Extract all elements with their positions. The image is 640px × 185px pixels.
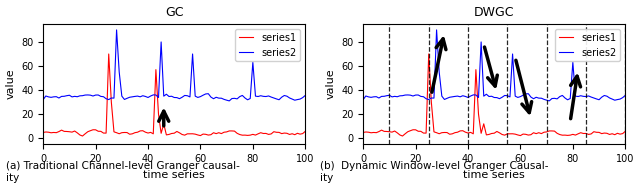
Legend: series1, series2: series1, series2 — [555, 29, 620, 61]
series1 — [561, 134, 569, 136]
Title: DWGC: DWGC — [474, 6, 515, 18]
Line: series1: series1 — [44, 54, 305, 136]
series1 — [105, 53, 113, 55]
series2 — [425, 98, 433, 101]
series2 — [301, 94, 309, 97]
series2 — [548, 97, 556, 100]
series2 — [621, 94, 629, 97]
series2 — [163, 93, 170, 95]
Legend: series1, series2: series1, series2 — [235, 29, 300, 61]
series1 — [430, 131, 438, 133]
series1 — [202, 133, 209, 135]
series1 — [485, 133, 493, 136]
series2 — [199, 94, 207, 96]
series1 — [58, 129, 65, 131]
X-axis label: time series: time series — [463, 170, 525, 180]
series2 — [561, 97, 569, 99]
series1 — [378, 129, 385, 131]
series2 — [545, 100, 553, 102]
series1 — [399, 135, 406, 137]
series1 — [110, 131, 118, 133]
series2 — [40, 98, 47, 101]
series2 — [105, 98, 113, 101]
Y-axis label: value: value — [6, 69, 15, 99]
series2 — [225, 100, 233, 102]
series1 — [360, 131, 367, 134]
series1 — [241, 134, 249, 136]
series2 — [113, 29, 120, 31]
series2 — [378, 95, 385, 97]
series2 — [433, 29, 440, 31]
series1 — [301, 130, 309, 132]
series1 — [228, 130, 236, 132]
series1 — [522, 133, 529, 135]
series1 — [425, 53, 433, 55]
Text: (b)  Dynamic Window-level Granger Causal-
ity: (b) Dynamic Window-level Granger Causal-… — [320, 161, 548, 183]
Text: (a) Traditional Channel-level Granger causal-
ity: (a) Traditional Channel-level Granger ca… — [6, 161, 240, 183]
series1 — [621, 130, 629, 132]
series2 — [519, 94, 527, 96]
Line: series2: series2 — [44, 30, 305, 101]
series2 — [58, 95, 65, 97]
series2 — [241, 97, 249, 99]
series2 — [360, 98, 367, 101]
Title: GC: GC — [165, 6, 184, 18]
series1 — [40, 131, 47, 134]
series2 — [483, 93, 490, 95]
Line: series2: series2 — [364, 30, 625, 101]
Y-axis label: value: value — [326, 69, 335, 99]
series1 — [79, 135, 86, 137]
X-axis label: time series: time series — [143, 170, 205, 180]
series1 — [548, 130, 556, 132]
Line: series1: series1 — [364, 54, 625, 136]
series1 — [165, 133, 173, 136]
series2 — [228, 97, 236, 100]
